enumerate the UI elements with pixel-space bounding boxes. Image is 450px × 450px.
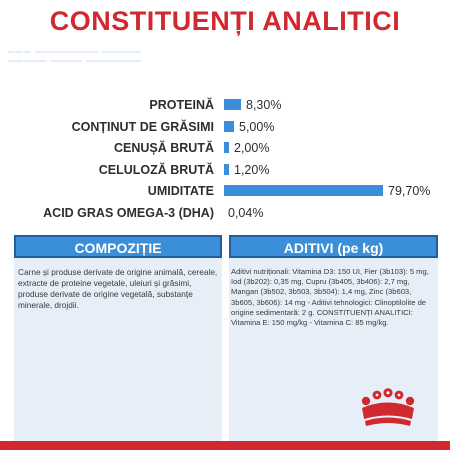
royal-canin-crown-icon xyxy=(361,388,415,426)
constituent-label: CELULOZĂ BRUTĂ xyxy=(98,163,214,177)
constituent-row: UMIDITATE 79,70% xyxy=(0,182,450,200)
page-title: CONSTITUENȚI ANALITICI xyxy=(49,6,401,36)
constituent-row: CELULOZĂ BRUTĂ 1,20% xyxy=(0,161,450,179)
constituent-row: ACID GRAS OMEGA-3 (DHA) 0,04% xyxy=(0,204,450,222)
additives-header: ADITIVI (pe kg) xyxy=(229,235,438,258)
constituent-label: CENUȘĂ BRUTĂ xyxy=(114,141,214,155)
constituent-value: 5,00% xyxy=(239,120,275,134)
constituent-value: 1,20% xyxy=(234,163,270,177)
additives-text: Aditivi nutriționali: Vitamina D3: 150 U… xyxy=(231,267,429,328)
constituent-bar xyxy=(224,99,241,110)
constituent-label: PROTEINĂ xyxy=(149,98,214,112)
faded-background-text: ▔▔▔▔ ▔▔▔▔▔▔ ▔▔▔▔▔ ▔▔▔ ▔▔▔ ▔▔▔▔▔▔▔▔ ▔▔▔▔▔… xyxy=(8,44,162,71)
constituent-label: CONȚINUT DE GRĂSIMI xyxy=(71,120,214,134)
constituent-label: ACID GRAS OMEGA-3 (DHA) xyxy=(43,206,214,220)
composition-panel xyxy=(14,258,222,442)
constituent-label: UMIDITATE xyxy=(147,184,214,198)
constituent-value: 0,04% xyxy=(228,206,264,220)
constituent-row: PROTEINĂ 8,30% xyxy=(0,96,450,114)
constituent-value: 8,30% xyxy=(246,98,282,112)
composition-header: COMPOZIȚIE xyxy=(14,235,222,258)
constituent-value: 79,70% xyxy=(388,184,431,198)
constituent-bar xyxy=(224,121,234,132)
constituent-value: 2,00% xyxy=(234,141,270,155)
constituent-row: CONȚINUT DE GRĂSIMI 5,00% xyxy=(0,118,450,136)
bottom-red-band xyxy=(0,441,450,450)
composition-text: Carne și produse derivate de origine ani… xyxy=(18,267,218,310)
constituent-row: CENUȘĂ BRUTĂ 2,00% xyxy=(0,139,450,157)
constituent-bar xyxy=(224,164,229,175)
constituent-bar xyxy=(224,185,383,196)
constituent-bar xyxy=(224,142,229,153)
